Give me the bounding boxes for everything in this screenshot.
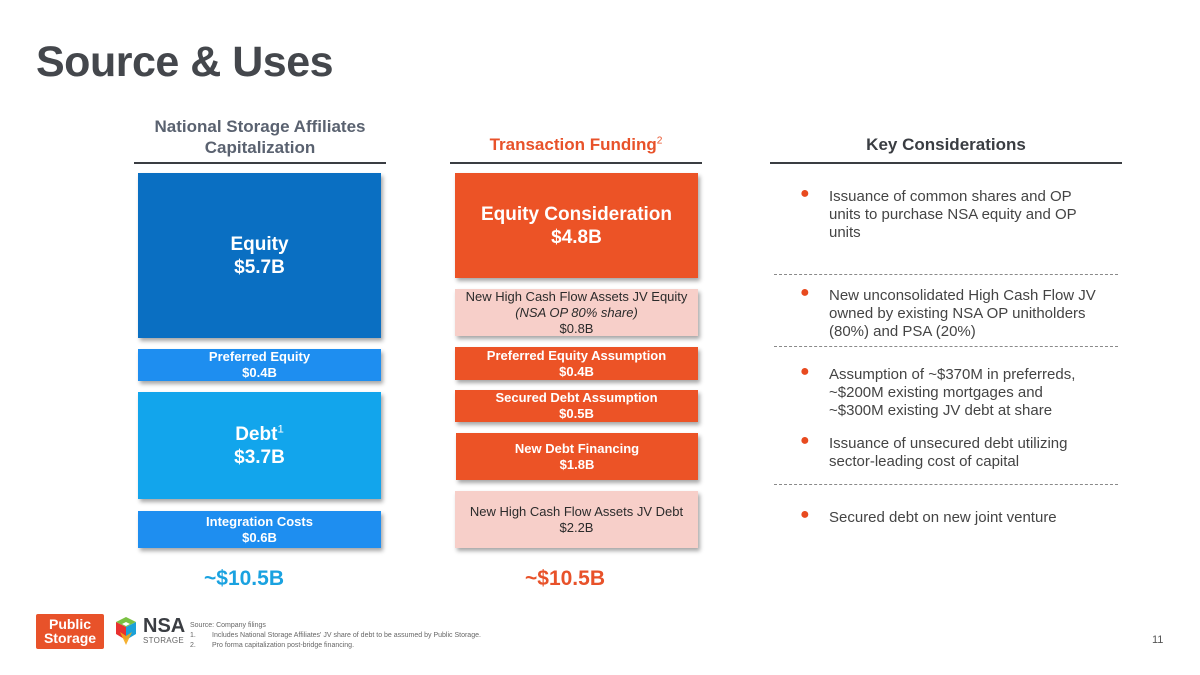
integration-costs-value: $0.6B [242,529,277,545]
equity-consideration-block: Equity Consideration $4.8B [455,173,698,278]
consideration-item: ● Secured debt on new joint venture [800,506,1100,527]
nsa-logo-subtext: STORAGE [143,636,185,645]
preferred-equity-label: Preferred Equity [208,349,311,364]
divider [774,274,1118,275]
footnote-1-text: Includes National Storage Affiliates' JV… [212,632,481,639]
preferred-equity-assumption-value: $0.4B [559,363,594,379]
consideration-item: ● Issuance of common shares and OP units… [800,185,1100,242]
debt-label: Debt1 [235,423,284,446]
debt-value: $3.7B [234,446,285,468]
preferred-equity-block: Preferred Equity $0.4B [138,349,381,381]
equity-block: Equity $5.7B [138,173,381,338]
jv-debt-block: New High Cash Flow Assets JV Debt $2.2B [455,491,698,548]
footnote-2-number: 2. [190,642,196,649]
jv-equity-value: $0.8B [559,320,594,336]
consideration-text: New unconsolidated High Cash Flow JV own… [829,287,1096,340]
funding-footnote-ref: 2 [656,135,663,147]
public-storage-logo: Public Storage [36,614,104,649]
key-considerations-header-rule [770,162,1122,164]
bullet-icon: ● [800,506,810,523]
capitalization-total: ~$10.5B [204,567,284,590]
preferred-equity-value: $0.4B [242,365,277,380]
capitalization-header-rule [134,162,386,164]
consideration-text: Issuance of common shares and OP units t… [829,188,1077,241]
new-debt-financing-label: New Debt Financing [514,440,640,456]
slide-title: Source & Uses [36,38,334,86]
consideration-text: Secured debt on new joint venture [829,509,1057,526]
integration-costs-label: Integration Costs [206,513,313,529]
secured-debt-assumption-value: $0.5B [559,406,594,421]
nsa-cube-icon [116,617,136,645]
capitalization-header-line1: National Storage Affiliates [154,117,366,136]
new-debt-financing-value: $1.8B [559,456,595,472]
divider [774,484,1118,485]
equity-consideration-value: $4.8B [551,226,602,248]
consideration-text: Issuance of unsecured debt utilizing sec… [829,435,1068,470]
footnote-2-text: Pro forma capitalization post-bridge fin… [212,642,355,649]
footnote-2: 2. Pro forma capitalization post-bridge f… [190,641,354,651]
public-storage-logo-line2: Storage [43,630,97,646]
consideration-item: ● Assumption of ~$370M in preferreds, ~$… [800,363,1100,420]
jv-debt-value: $2.2B [559,519,594,535]
equity-value: $5.7B [234,256,285,278]
bullet-icon: ● [800,185,810,202]
jv-debt-label: New High Cash Flow Assets JV Debt [469,503,684,519]
preferred-equity-assumption-block: Preferred Equity Assumption $0.4B [455,347,698,380]
capitalization-header: National Storage Affiliates Capitalizati… [134,116,386,158]
funding-total: ~$10.5B [525,567,605,590]
footnote-source: Source: Company filings [190,622,266,629]
footnote-1: 1. Includes National Storage Affiliates' … [190,631,481,641]
debt-footnote-ref: 1 [277,423,284,436]
preferred-equity-assumption-label: Preferred Equity Assumption [486,347,667,363]
jv-equity-sublabel: (NSA OP 80% share) [515,304,638,320]
consideration-item: ● New unconsolidated High Cash Flow JV o… [800,284,1100,341]
public-storage-logo-line1: Public [48,616,91,632]
secured-debt-assumption-label: Secured Debt Assumption [495,390,658,405]
new-debt-financing-block: New Debt Financing $1.8B [456,433,698,480]
funding-header-rule [450,162,702,164]
secured-debt-assumption-block: Secured Debt Assumption $0.5B [455,390,698,422]
capitalization-header-line2: Capitalization [204,138,316,157]
equity-label: Equity [230,233,289,255]
jv-equity-label: New High Cash Flow Assets JV Equity [465,288,688,304]
debt-label-text: Debt [235,423,278,445]
page-number: 11 [1152,634,1164,646]
bullet-icon: ● [800,432,810,449]
bullet-icon: ● [800,284,810,301]
divider [774,346,1118,347]
nsa-logo-text: NSA [143,615,186,637]
integration-costs-block: Integration Costs $0.6B [138,511,381,548]
funding-header-text: Transaction Funding [489,135,657,154]
consideration-item: ● Issuance of unsecured debt utilizing s… [800,432,1100,471]
consideration-text: Assumption of ~$370M in preferreds, ~$20… [829,366,1076,419]
jv-equity-block: New High Cash Flow Assets JV Equity (NSA… [455,289,698,336]
funding-header: Transaction Funding2 [450,134,702,155]
bullet-icon: ● [800,363,810,380]
debt-block: Debt1 $3.7B [138,392,381,499]
key-considerations-header: Key Considerations [866,135,1026,154]
equity-consideration-label: Equity Consideration [480,203,673,225]
footnote-1-number: 1. [190,632,196,639]
